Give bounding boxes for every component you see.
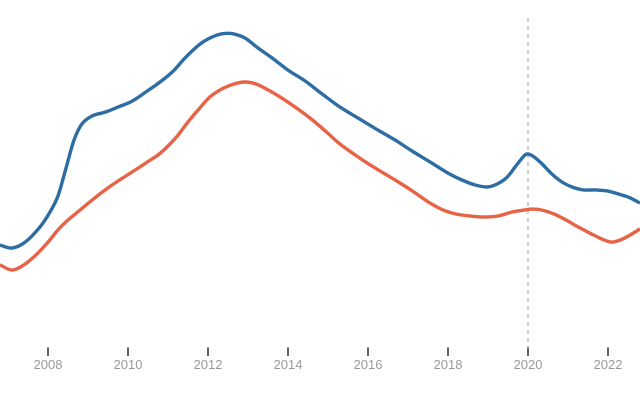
x-axis-label-2012: 2012 (194, 357, 223, 372)
x-axis-label-2018: 2018 (434, 357, 463, 372)
series-1-blue-line (0, 31, 640, 250)
x-axis-label-2010: 2010 (114, 357, 143, 372)
x-axis-label-2020: 2020 (514, 357, 543, 372)
x-axis-label-2014: 2014 (274, 357, 303, 372)
x-axis-label-2016: 2016 (354, 357, 383, 372)
x-axis-label-2008: 2008 (34, 357, 63, 372)
x-axis-label-2022: 2022 (594, 357, 623, 372)
series-2-orange-line (0, 80, 640, 272)
